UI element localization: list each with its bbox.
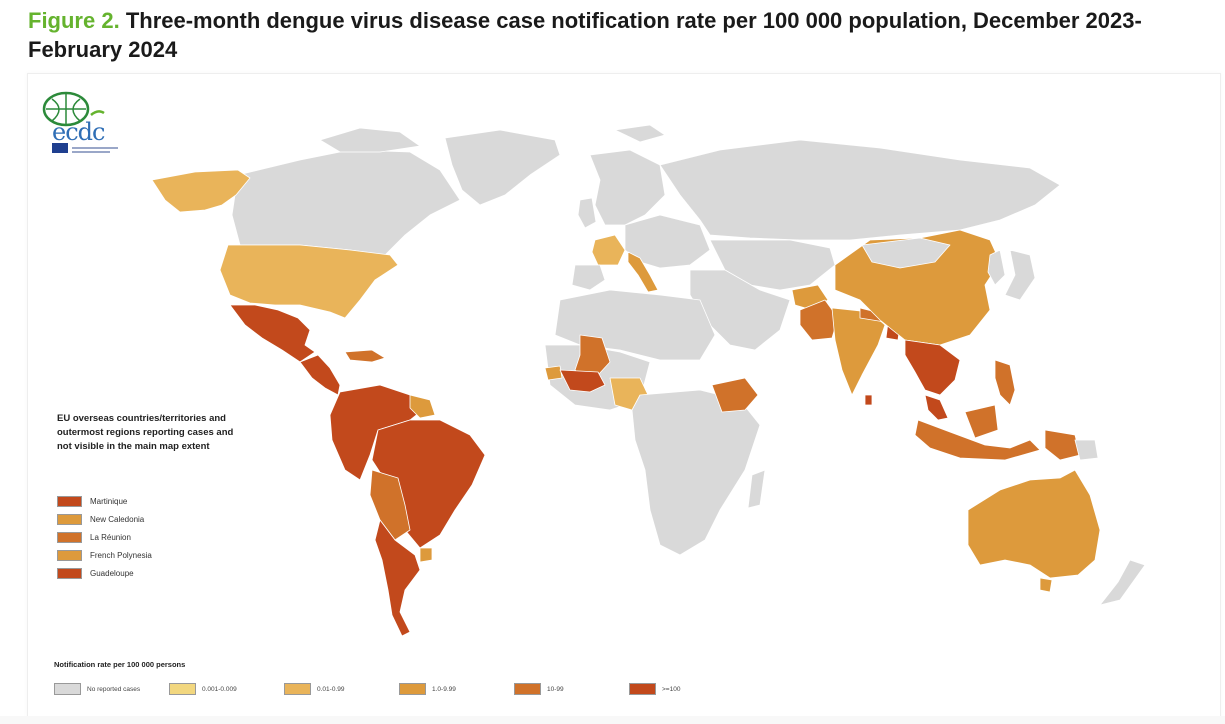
footer-strip <box>0 716 1225 724</box>
map-region <box>409 394 436 419</box>
legend-swatch <box>54 683 81 695</box>
rate-legend-item: 0.01-0.99 <box>284 683 399 695</box>
map-region <box>904 339 961 396</box>
map-region <box>861 237 951 269</box>
rate-legend-item: 0.001-0.009 <box>169 683 284 695</box>
map-region <box>747 469 766 509</box>
map-region <box>924 394 949 421</box>
map-region <box>559 369 606 393</box>
globe-icon <box>42 91 118 153</box>
map-region <box>614 124 666 143</box>
overseas-legend-item: Guadeloupe <box>57 564 152 582</box>
map-region <box>299 354 341 396</box>
rate-legend-label: 0.01-0.99 <box>317 685 345 693</box>
rate-legend: No reported cases 0.001-0.009 0.01-0.99 … <box>54 683 744 695</box>
rate-legend-item: 10-99 <box>514 683 629 695</box>
rate-legend-item: 1.0-9.99 <box>399 683 514 695</box>
map-region <box>369 469 411 541</box>
legend-swatch <box>57 495 82 507</box>
rate-legend-label: 0.001-0.009 <box>202 685 237 693</box>
map-region <box>571 264 606 291</box>
figure-title: Figure 2. Three-month dengue virus disea… <box>28 6 1213 64</box>
overseas-legend-item: La Réunion <box>57 528 152 546</box>
map-region <box>799 299 839 341</box>
map-region <box>231 149 461 256</box>
legend-swatch <box>629 683 656 695</box>
overseas-legend-label: La Réunion <box>90 532 131 542</box>
map-region <box>659 139 1061 241</box>
overseas-legend-item: French Polynesia <box>57 546 152 564</box>
overseas-legend-title: EU overseas countries/territories and ou… <box>57 413 234 452</box>
map-region <box>987 249 1006 286</box>
legend-swatch <box>284 683 311 695</box>
map-region <box>577 197 597 229</box>
rate-legend-label: 10-99 <box>547 685 564 693</box>
rate-legend-title: Notification rate per 100 000 persons <box>54 660 186 669</box>
legend-swatch <box>57 513 82 525</box>
legend-swatch <box>399 683 426 695</box>
figure-title-text: Three-month dengue virus disease case no… <box>28 8 1142 62</box>
map-region <box>374 519 421 637</box>
map-region <box>329 384 426 481</box>
map-region <box>344 349 386 363</box>
overseas-legend: Martinique New Caledonia La Réunion Fren… <box>57 492 152 582</box>
map-region <box>967 469 1101 579</box>
legend-swatch <box>57 549 82 561</box>
legend-swatch <box>57 567 82 579</box>
map-region <box>219 244 399 319</box>
rate-legend-label: No reported cases <box>87 685 141 693</box>
map-region <box>319 127 421 153</box>
overseas-legend-label: Martinique <box>90 496 128 506</box>
map-region <box>864 394 873 406</box>
rate-legend-item: >=100 <box>629 683 744 695</box>
map-region <box>419 547 433 563</box>
figure-label: Figure 2. <box>28 8 120 33</box>
map-region <box>1074 439 1099 461</box>
map-region <box>589 149 666 226</box>
map-region <box>544 365 563 381</box>
ecdc-logo <box>36 87 126 167</box>
map-region <box>1044 429 1081 461</box>
map-region <box>627 251 659 293</box>
map-region <box>914 419 1041 461</box>
rate-legend-item: No reported cases <box>54 683 169 695</box>
overseas-legend-label: French Polynesia <box>90 550 152 560</box>
map-region <box>711 377 759 413</box>
map-region <box>1099 559 1146 606</box>
overseas-legend-label: Guadeloupe <box>90 568 134 578</box>
map-region <box>994 359 1016 406</box>
rate-legend-label: >=100 <box>662 685 681 693</box>
overseas-legend-label: New Caledonia <box>90 514 145 524</box>
map-region <box>1039 577 1053 593</box>
legend-swatch <box>57 531 82 543</box>
map-region <box>1004 249 1036 301</box>
map-region <box>229 304 316 363</box>
rate-legend-label: 1.0-9.99 <box>432 685 456 693</box>
map-region <box>964 404 999 439</box>
overseas-legend-item: New Caledonia <box>57 510 152 528</box>
map-region <box>444 129 561 206</box>
legend-swatch <box>514 683 541 695</box>
ecdc-wordmark: ecdc <box>52 118 105 146</box>
map-region <box>151 169 251 213</box>
overseas-legend-item: Martinique <box>57 492 152 510</box>
map-region <box>631 389 761 556</box>
legend-swatch <box>169 683 196 695</box>
map-region <box>591 234 626 266</box>
